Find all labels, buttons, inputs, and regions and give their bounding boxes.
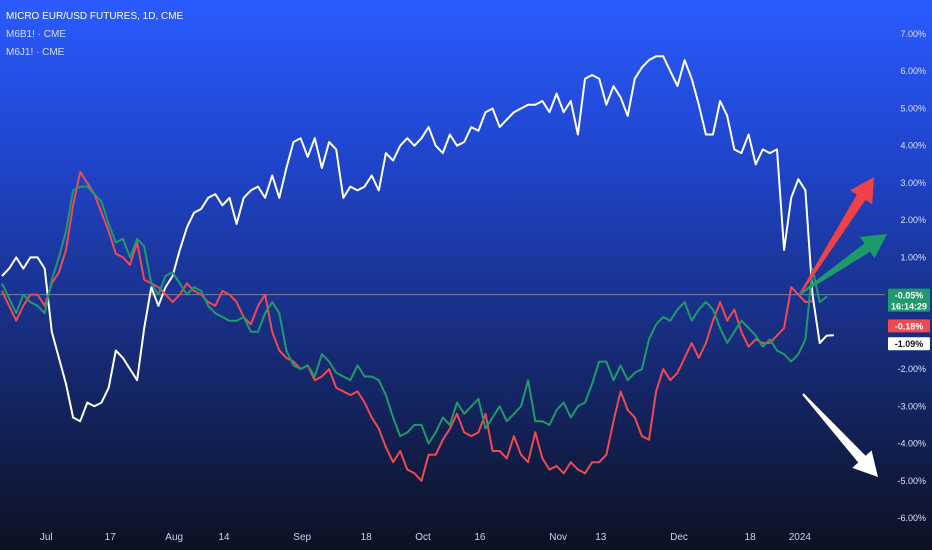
price-badge-green-bg (888, 288, 930, 312)
legend-series-m6j[interactable]: M6J1! · CME (6, 47, 65, 58)
price-badge-green-text: -0.05% (895, 291, 924, 301)
x-tick-label: Jul (40, 532, 53, 543)
x-tick-label: 13 (595, 532, 607, 543)
price-badge-green-text: 16:14:29 (891, 302, 927, 312)
legend-main-series[interactable]: MICRO EUR/USD FUTURES, 1D, CME (6, 11, 184, 22)
x-tick-label: 18 (361, 532, 373, 543)
series-line-red[interactable] (1, 170, 813, 482)
price-badge-red-bg (888, 319, 930, 333)
series-line-white[interactable] (1, 55, 834, 423)
x-tick-label: Nov (549, 532, 567, 543)
x-tick-label: Oct (415, 532, 431, 543)
price-badge-red[interactable]: -0.18% (888, 319, 930, 333)
arrow-drawing-white[interactable] (802, 393, 878, 477)
time-axis: Jul 17 Aug 14 Sep 18 Oct 16 Nov 13 Dec 18 2024 (40, 532, 812, 543)
price-badge-white-bg (888, 337, 930, 351)
price-axis: 7.00% 6.00% 5.00% 4.00% 3.00% 2.00% 1.00% -2.00… (897, 29, 926, 523)
y-tick-label: -3.00% (897, 401, 926, 411)
x-tick-label: 16 (474, 532, 486, 543)
price-badge-white-text: -1.09% (895, 339, 924, 349)
y-tick-label: 6.00% (900, 66, 926, 76)
y-tick-label: 1.00% (900, 252, 926, 262)
x-tick-label: Aug (165, 532, 183, 543)
y-tick-label: 4.00% (900, 141, 926, 151)
y-tick-label: -4.00% (897, 439, 926, 449)
price-badge-white[interactable]: -1.09% (888, 337, 930, 351)
price-badge-red-text: -0.18% (895, 321, 924, 331)
y-tick-label: 2.00% (900, 215, 926, 225)
legend-series-m6b[interactable]: M6B1! · CME (6, 29, 67, 40)
x-tick-label: 2024 (789, 532, 812, 543)
arrow-drawing-red[interactable] (799, 177, 874, 295)
x-tick-label: Dec (670, 532, 688, 543)
y-tick-label: -5.00% (897, 476, 926, 486)
y-tick-label: 5.00% (900, 103, 926, 113)
x-tick-label: Sep (293, 532, 311, 543)
x-tick-label: 18 (745, 532, 757, 543)
y-tick-label: 7.00% (900, 29, 926, 39)
legend: MICRO EUR/USD FUTURES, 1D, CME M6B1! · C… (6, 8, 183, 62)
price-badge-green[interactable]: -0.05%16:14:29 (888, 288, 930, 312)
x-tick-label: 14 (218, 532, 230, 543)
y-tick-label: -2.00% (897, 364, 926, 374)
y-tick-label: -6.00% (897, 513, 926, 523)
y-tick-label: 3.00% (900, 178, 926, 188)
series-line-green[interactable] (1, 185, 828, 445)
arrow-drawing-green[interactable] (799, 234, 887, 295)
x-tick-label: 17 (105, 532, 117, 543)
